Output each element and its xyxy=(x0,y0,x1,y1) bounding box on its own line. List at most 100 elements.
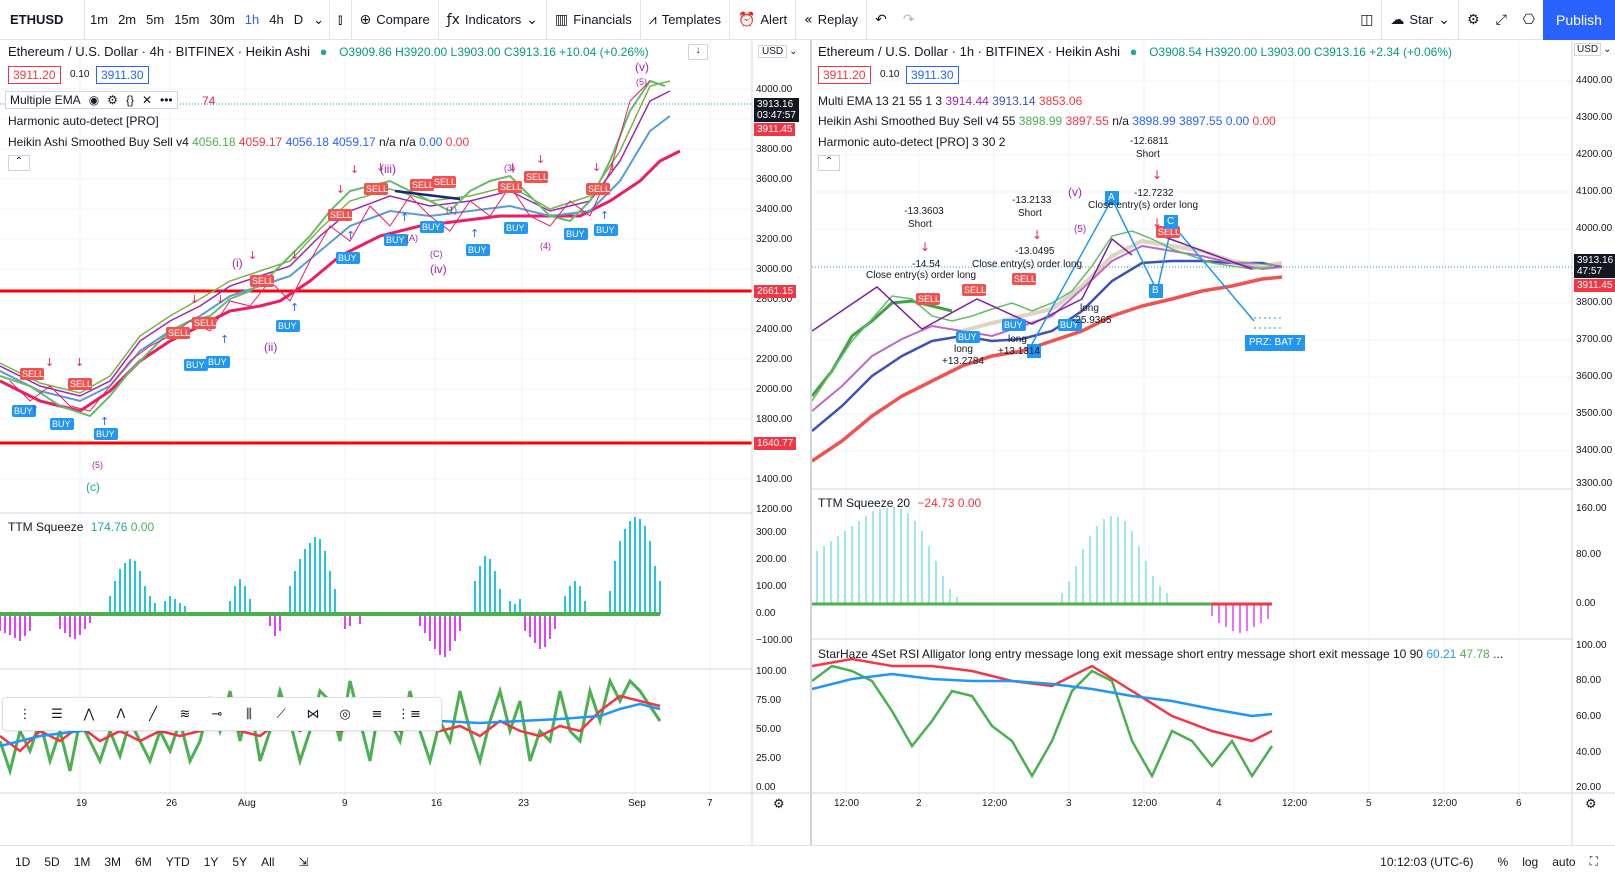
ray-icon[interactable]: ⟋ xyxy=(276,706,286,722)
snapshot-button[interactable]: ⎔ xyxy=(1515,0,1543,40)
replay-button[interactable]: « Replay xyxy=(796,0,866,40)
candles xyxy=(0,79,666,418)
indicators-button[interactable]: ƒx Indicators ⌄ xyxy=(439,0,546,40)
trend-line-icon[interactable]: ╱ xyxy=(149,706,157,722)
gear-icon[interactable]: ⚙ xyxy=(773,797,785,812)
buy-label-text: BUY xyxy=(566,229,585,239)
collapse-legend-chevron-up-icon[interactable]: ⌃ xyxy=(818,155,840,171)
wave-label: (v) xyxy=(1068,185,1082,199)
clock-time[interactable]: 10:12:03 (UTC-6) xyxy=(1380,854,1474,869)
list-icon[interactable]: ≡ xyxy=(371,706,383,722)
y-tick: 2800.00 xyxy=(756,294,793,305)
pane-divider[interactable] xyxy=(810,40,812,845)
fullscreen-button[interactable]: ⤢ xyxy=(1488,0,1515,40)
drag-handle-icon[interactable]: ⋮ xyxy=(18,706,32,722)
left-ask-button[interactable]: 3911.30 xyxy=(96,66,149,84)
ttm-tick: 0.00 xyxy=(756,608,776,619)
alert-button[interactable]: ⏰ Alert xyxy=(730,0,795,40)
undo-button[interactable]: ↶ xyxy=(867,0,895,40)
settings-lines-icon[interactable]: ⋮≡ xyxy=(397,706,421,722)
left-currency-select[interactable]: USD ⌄ xyxy=(752,43,810,59)
range-1d[interactable]: 1D xyxy=(15,854,31,869)
financials-button[interactable]: ▥ Financials xyxy=(547,0,640,40)
abc-pattern-icon[interactable]: ᐱ xyxy=(116,706,126,722)
x-tick: 23 xyxy=(518,798,530,809)
range-5y[interactable]: 5Y xyxy=(232,854,248,869)
tf-d[interactable]: D xyxy=(293,12,304,27)
range-ytd[interactable]: YTD xyxy=(165,854,190,869)
tf-30m[interactable]: 30m xyxy=(209,12,235,27)
wave-label: (v) xyxy=(635,60,649,74)
buy-label-text: BUY xyxy=(468,245,487,255)
horizontal-ray-icon[interactable]: ⊸ xyxy=(211,706,223,722)
vertical-lines-icon[interactable]: ⫼ xyxy=(246,706,252,722)
tf-2m[interactable]: 2m xyxy=(118,12,137,27)
y-tick: 3600.00 xyxy=(1576,371,1613,382)
tf-15m[interactable]: 15m xyxy=(174,12,200,27)
sell-label xyxy=(962,284,986,296)
templates-button[interactable]: ⩘ Templates xyxy=(641,0,729,40)
eye-icon[interactable]: ◉ xyxy=(88,93,100,107)
gear-icon[interactable]: ⚙ xyxy=(1585,797,1597,812)
tf-5m[interactable]: 5m xyxy=(146,12,165,27)
elliott-wave-icon[interactable]: ⋀ xyxy=(83,706,95,722)
scroll-down-arrow-icon[interactable]: ↓ xyxy=(688,44,708,60)
range-1m[interactable]: 1M xyxy=(73,854,91,869)
separator xyxy=(1458,0,1459,40)
spiral-icon[interactable]: ◎ xyxy=(339,706,351,722)
left-ttm-legend: TTM Squeeze 174.76 0.00 xyxy=(8,520,154,534)
right-bid-button[interactable]: 3911.20 xyxy=(818,66,871,84)
more-icon[interactable]: ••• xyxy=(160,93,173,107)
buy-label-text: BUY xyxy=(338,253,357,263)
tf-1m[interactable]: 1m xyxy=(90,12,109,27)
left-bid-button[interactable]: 3911.20 xyxy=(8,66,61,84)
right-ask-button[interactable]: 3911.30 xyxy=(906,66,959,84)
range-1y[interactable]: 1Y xyxy=(203,854,219,869)
compare-button[interactable]: ⊕ Compare xyxy=(352,0,438,40)
percent-toggle[interactable]: % xyxy=(1497,854,1509,869)
xabcd-icon[interactable]: ⋈ xyxy=(306,706,320,722)
buy-label-text: BUY xyxy=(386,235,405,245)
right-chart-pane[interactable]: SELL SELL SELL SELL BUY BUY BUY ↓ ↓ ↓ ↓ xyxy=(812,41,1615,845)
fib-icon[interactable]: ≋ xyxy=(179,706,191,722)
chart-type-button[interactable]: ⫾ xyxy=(330,0,350,40)
tf-1h[interactable]: 1h xyxy=(244,12,260,27)
symbol-search[interactable]: ETHUSD xyxy=(0,0,85,40)
range-5d[interactable]: 5D xyxy=(44,854,60,869)
collapse-legend-chevron-up-icon[interactable]: ⌃ xyxy=(8,155,30,171)
rsi-tick: 0.00 xyxy=(756,782,776,793)
range-6m[interactable]: 6M xyxy=(135,854,152,869)
range-all[interactable]: All xyxy=(261,854,275,869)
left-heikin-legend: Heikin Ashi Smoothed Buy Sell v4 4056.18… xyxy=(8,135,469,149)
layout-button[interactable]: ◫ xyxy=(1352,0,1381,40)
sell-label xyxy=(916,293,940,305)
range-3m[interactable]: 3M xyxy=(104,854,122,869)
ttm-tick: 100.00 xyxy=(756,581,787,592)
sell-label xyxy=(524,171,548,183)
left-ema-legend[interactable]: Multiple EMA ◉ ⚙ {} ✕ ••• xyxy=(5,91,178,109)
settings-button[interactable]: ⚙ xyxy=(1459,0,1488,40)
svg-text:↓: ↓ xyxy=(45,356,54,369)
y-tick: 3500.00 xyxy=(1576,408,1613,419)
compare-label: Compare xyxy=(376,12,430,27)
fullscreen-icon[interactable]: ⛶ xyxy=(1589,854,1598,868)
tf-dropdown-chevron-icon[interactable]: ⌄ xyxy=(313,11,325,27)
layout-icon: ◫ xyxy=(1360,11,1374,28)
svg-text:↓: ↓ xyxy=(536,153,545,166)
y-tick: 1400.00 xyxy=(756,474,793,485)
publish-button[interactable]: Publish xyxy=(1543,0,1615,40)
left-chart-title: Ethereum / U.S. Dollar · 4h · BITFINEX ·… xyxy=(8,44,649,59)
gear-icon[interactable]: ⚙ xyxy=(107,93,118,107)
right-currency-select[interactable]: USD ⌄ xyxy=(1574,43,1614,56)
goto-date-icon[interactable]: ⇲ xyxy=(298,854,309,869)
close-icon[interactable]: ✕ xyxy=(141,93,153,107)
redo-button[interactable]: ↷ xyxy=(895,0,923,40)
y-tick: 3400.00 xyxy=(1576,445,1613,456)
star-button[interactable]: ☁ Star ⌄ xyxy=(1382,0,1458,40)
auto-toggle[interactable]: auto xyxy=(1552,854,1576,869)
log-toggle[interactable]: log xyxy=(1522,854,1539,869)
x-tick: 26 xyxy=(166,798,178,809)
lines-icon[interactable]: ☰ xyxy=(51,706,63,722)
source-code-icon[interactable]: {} xyxy=(125,93,134,107)
tf-4h[interactable]: 4h xyxy=(269,12,284,27)
